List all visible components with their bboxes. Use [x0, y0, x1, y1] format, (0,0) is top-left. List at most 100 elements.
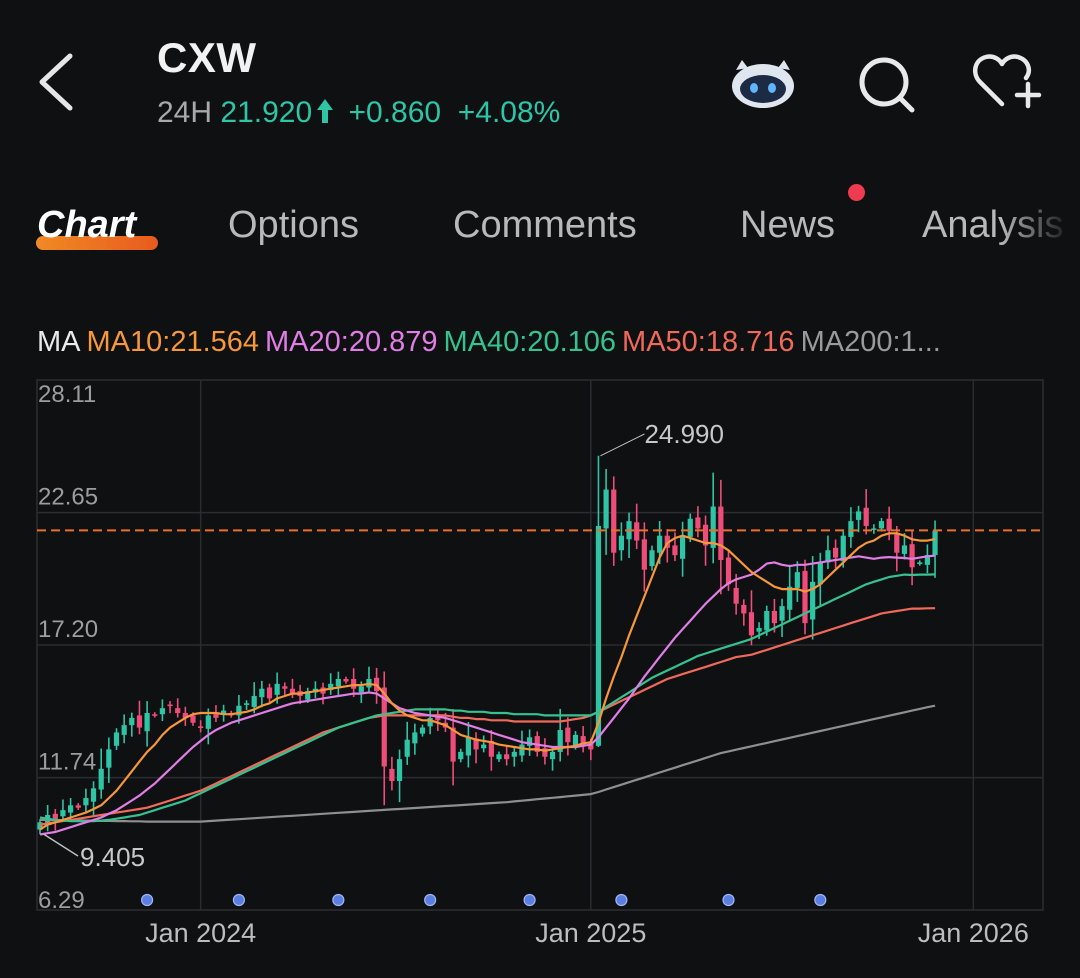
- candle-body: [328, 683, 334, 690]
- candle-body: [641, 539, 647, 570]
- candle-body: [917, 562, 923, 565]
- event-marker-dot[interactable]: [141, 893, 154, 907]
- candle-body: [511, 751, 517, 757]
- candle-body: [106, 749, 112, 768]
- candle-body: [611, 489, 617, 553]
- candle-body: [595, 525, 602, 746]
- back-icon: [39, 53, 73, 111]
- event-marker-dot[interactable]: [523, 893, 536, 907]
- candle-body: [527, 737, 533, 746]
- candle-body: [695, 517, 701, 529]
- ma50-value: MA50:18.716: [622, 326, 795, 358]
- low-annotation: 9.405: [80, 842, 145, 872]
- up-arrow-icon: [317, 99, 334, 123]
- x-tick-label: Jan 2024: [145, 918, 256, 948]
- candle-body: [840, 535, 846, 562]
- ma40-value: MA40:20.106: [443, 326, 617, 358]
- search-button[interactable]: [856, 54, 918, 114]
- candle-body: [343, 679, 349, 682]
- candle-body: [672, 545, 678, 556]
- robot-assistant-icon: [732, 60, 794, 108]
- event-marker-dot[interactable]: [424, 893, 437, 907]
- candle-body: [733, 587, 739, 604]
- candle-body: [878, 521, 885, 529]
- candle-body: [221, 710, 227, 715]
- candle-body: [175, 708, 181, 714]
- tab-news[interactable]: News: [740, 204, 836, 246]
- low-annotation-leader: [43, 833, 79, 857]
- candle-body: [588, 743, 594, 750]
- high-annotation: 24.990: [644, 419, 724, 449]
- tab-options[interactable]: Options: [228, 204, 359, 246]
- candle-body: [190, 715, 196, 723]
- add-favorite-button[interactable]: [972, 52, 1046, 112]
- candle-body: [481, 744, 487, 749]
- candle-body: [565, 727, 571, 743]
- candle-body: [810, 581, 816, 620]
- candle-body: [764, 610, 770, 631]
- ma200-line: [40, 704, 936, 823]
- candle-body: [335, 679, 341, 687]
- tab-chart[interactable]: Chart: [37, 204, 136, 247]
- candle-body: [396, 759, 403, 782]
- event-marker-dot[interactable]: [232, 893, 245, 907]
- candle-body: [305, 691, 311, 700]
- candle-body: [251, 696, 257, 707]
- candle-body: [213, 714, 219, 718]
- quote-line: 24H 21.920 +0.860 +4.08%: [157, 96, 560, 130]
- x-tick-label: Jan 2026: [918, 918, 1029, 948]
- candle-body: [68, 805, 74, 813]
- price-chart[interactable]: 28.11 22.65 17.20 11.74 6.29 Jan 2024 Jan 2025…: [0, 370, 1080, 978]
- candle-body: [855, 511, 862, 520]
- ma200-value: MA200:1...: [800, 326, 941, 358]
- candle-body: [924, 555, 930, 565]
- y-tick-label: 11.74: [38, 749, 96, 776]
- ma10-line: [39, 532, 936, 831]
- candle-body: [680, 535, 686, 559]
- candle-body: [98, 768, 104, 790]
- candle-body: [871, 528, 877, 531]
- candle-body: [159, 708, 165, 715]
- candle-body: [389, 768, 395, 782]
- candle-body: [37, 822, 43, 830]
- candle-body: [236, 705, 242, 716]
- candle-body: [741, 604, 747, 614]
- active-tab-indicator: [36, 236, 158, 250]
- candle-body: [802, 570, 808, 624]
- candle-body: [572, 734, 579, 746]
- candle-body: [657, 535, 663, 553]
- candle-body: [412, 732, 418, 744]
- tab-chart-label: Chart: [37, 204, 137, 246]
- candle-body: [129, 717, 135, 726]
- candle-body: [817, 562, 823, 585]
- y-tick-label: 22.65: [38, 484, 98, 511]
- robot-assistant-button[interactable]: [728, 60, 798, 110]
- candle-body: [718, 506, 724, 560]
- candle-body: [825, 550, 831, 563]
- candle-body: [833, 547, 839, 558]
- period-label: 24H: [157, 96, 213, 129]
- event-marker-dot[interactable]: [814, 893, 827, 907]
- event-marker-dot[interactable]: [332, 893, 345, 907]
- x-tick-label: Jan 2025: [535, 918, 646, 948]
- candle-body: [687, 518, 693, 537]
- candle-body: [894, 534, 900, 553]
- candle-body: [381, 687, 387, 767]
- event-marker-dot[interactable]: [615, 893, 628, 907]
- candle-body: [121, 725, 127, 735]
- candle-body: [52, 813, 58, 820]
- candle-body: [144, 713, 150, 732]
- event-marker-dot[interactable]: [722, 893, 735, 907]
- candle-body: [404, 739, 410, 757]
- candle-body: [450, 727, 456, 762]
- back-button[interactable]: [30, 50, 90, 114]
- candle-body: [282, 686, 288, 689]
- ma10-value: MA10:21.564: [86, 326, 260, 358]
- candle-body: [580, 736, 586, 745]
- candle-body: [932, 530, 938, 556]
- tab-comments[interactable]: Comments: [453, 204, 637, 246]
- candle-body: [90, 788, 97, 802]
- candle-body: [542, 748, 548, 757]
- moving-average-legend[interactable]: MA MA10:21.564 MA20:20.879 MA40:20.106 MA50:…: [37, 326, 947, 359]
- y-tick-label: 6.29: [38, 887, 85, 914]
